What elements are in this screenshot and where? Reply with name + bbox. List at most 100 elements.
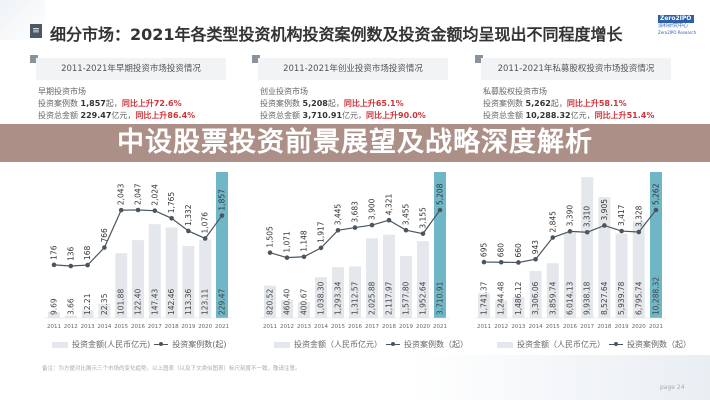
amount-value: 3,710.91 [302,111,343,120]
x-tick-label: 2011 [477,324,491,330]
case-count-label: 3,417 [617,204,626,226]
bar-value-label: 1,038.30 [317,281,326,315]
x-tick-label: 2011 [263,324,277,330]
page-number: page 24 [660,384,685,391]
bar-value-label: 229.47 [218,289,227,315]
bar-value-label: 400.67 [300,289,309,315]
bar [148,224,161,318]
x-tick-label: 2015 [114,324,128,330]
case-count-label: 1,765 [167,192,176,214]
bar [115,253,128,318]
bar [64,315,77,318]
x-tick-label: 2020 [416,324,430,330]
bar [529,271,542,318]
x-tick-label: 2021 [433,324,447,330]
case-count-point [284,255,290,260]
x-tick-label: 2018 [382,324,396,330]
cases-line: 投资案例数 5,262起，同比上升58.1% [483,98,654,110]
legend-line-swatch [154,342,169,346]
bar-value-label: 1,741.37 [480,281,489,315]
case-count-label: 2,047 [134,183,143,205]
bar-value-label: 2,025.88 [368,281,377,315]
case-count-point [533,256,538,262]
bar [366,238,378,318]
case-count-point [403,227,409,233]
case-count-label: 1,148 [300,230,309,252]
overlay-banner: 中设股票投资前景展望及战略深度解析 [0,124,710,162]
bar-value-label: 1,293.34 [334,281,343,315]
bar [546,263,559,318]
case-count-label: 3,390 [566,205,575,227]
x-tick-label: 2014 [529,324,543,330]
amount-growth: 同比上升90.0% [366,111,426,120]
amount-growth: 同比上升51.4% [594,111,655,120]
cases-growth: 同比上升58.1% [566,99,627,108]
case-count-label: 1,071 [283,231,292,253]
bar [216,172,228,318]
case-count-label: 943 [531,240,540,255]
x-tick-label: 2014 [314,324,328,330]
legend-bar-swatch [52,341,68,348]
amount-line: 投资总金额 3,710.91亿元，同比上升90.0% [260,110,426,122]
bar [349,266,361,318]
case-count-point [386,217,392,223]
case-count-point [352,225,358,230]
legend-line-label: 投资案例数（起） [627,340,691,349]
cases-label: 投资案例数 [38,99,78,108]
legend-bar-label: 投资金额（人民币亿元） [294,340,382,349]
case-count-point [602,223,607,228]
case-count-label: 766 [100,228,109,243]
case-count-label: 5,262 [652,183,661,205]
bar-value-label: 101.88 [117,289,126,315]
amount-growth: 同比上升86.4% [135,111,196,120]
x-tick-label: 2016 [131,324,145,330]
bar [298,302,310,318]
chart-legend: 投资金额(人民币亿元) 投资案例数(起) [52,339,227,350]
chart-legend: 投资金额（人民币亿元） 投资案例数（起） [274,339,468,350]
case-count-label: 3,155 [419,207,428,229]
bar [81,310,94,318]
x-tick-label: 2015 [331,324,345,330]
bar [315,277,327,318]
bar-value-label: 5,939.78 [617,281,626,315]
logo-sub: Zero2IPO Research [658,30,697,35]
bar [400,255,412,318]
legend-line-label: 投资案例数（起） [404,340,468,349]
case-count-point [420,231,426,236]
bar-value-label: 122.40 [134,289,143,315]
bar-value-label: 3,710.91 [436,281,445,315]
amount-label: 投资总金额 [260,111,300,120]
bar [332,267,344,318]
chart-legend: 投资金额（人民币亿元） 投资案例数（起） [497,339,691,350]
bar [564,232,576,318]
bar-value-label: 1,312.57 [351,281,360,315]
cases-line: 投资案例数 1,857起，同比上升72.6% [38,98,195,110]
panel-heading: 2011-2021年创业投资市场投资情况 [258,58,448,80]
cases-unit: 起， [550,99,567,108]
amount-label: 投资总金额 [38,111,78,120]
market-name: 创业投资市场 [260,87,308,96]
bar-value-label: 3.66 [66,298,75,315]
case-count-label: 680 [497,243,506,258]
amount-unit: 亿元， [570,111,595,120]
cases-value: 5,262 [525,99,551,108]
case-count-point [186,228,191,234]
bar-value-label: 1,577.80 [402,281,411,315]
page-title: 细分市场：2021年各类型投资机构投资案例数及投资金额均呈现出不同程度增长 [50,25,623,44]
case-count-label: 1,332 [184,204,193,226]
x-tick-label: 2017 [148,324,162,330]
zero2ipo-logo: Zero2IPO 清科研究中心 Zero2IPO Research [658,15,698,39]
x-tick-label: 2011 [47,324,61,330]
case-count-point [219,213,225,218]
case-count-label: 660 [514,243,523,258]
x-tick-label: 2020 [632,324,646,330]
bar [581,176,594,318]
case-count-point [202,236,208,241]
case-count-point [437,207,443,213]
bar-value-label: 1,244.48 [497,281,506,315]
x-tick-label: 2016 [348,324,362,330]
case-count-label: 1,076 [201,212,210,234]
bar-value-label: 9.69 [50,298,59,315]
bar [512,296,525,318]
